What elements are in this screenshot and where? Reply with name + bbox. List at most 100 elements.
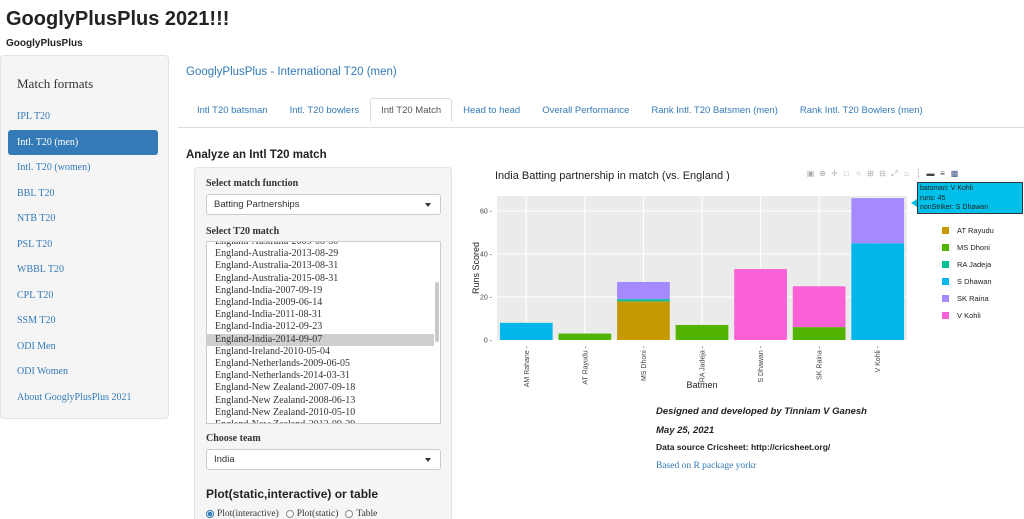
spike-lines-icon[interactable]: ┆ <box>916 169 921 178</box>
scrollbar[interactable] <box>434 242 440 424</box>
match-option[interactable]: England-New Zealand-2008-06-13 <box>215 394 356 406</box>
sidebar-item-intl-t20-women[interactable]: Intl. T20 (women) <box>17 162 91 173</box>
bar-segment[interactable] <box>499 322 553 340</box>
legend-item[interactable]: SK Raina <box>942 290 994 307</box>
radio-label: Plot(static) <box>296 509 339 519</box>
legend-swatch <box>942 278 949 285</box>
sidebar-item-odi-men[interactable]: ODI Men <box>17 340 56 352</box>
match-option[interactable]: England-Ireland-2010-05-04 <box>215 345 330 357</box>
match-option[interactable]: England-Netherlands-2014-03-31 <box>215 370 350 382</box>
tab-head-to-head[interactable]: Head to head <box>463 105 521 116</box>
legend-item[interactable]: S Dhawan <box>942 273 994 290</box>
legend-swatch <box>942 244 949 251</box>
bar-segment[interactable] <box>792 327 846 340</box>
bar-segment[interactable] <box>675 324 729 340</box>
match-select-label: Select T20 match <box>206 226 280 237</box>
bar-segment[interactable] <box>617 301 670 340</box>
radio-button[interactable] <box>345 510 354 518</box>
box-select-icon[interactable]: □ <box>844 169 849 178</box>
match-function-label: Select match function <box>206 178 299 189</box>
tab-intl-t20-match[interactable]: Intl T20 Match <box>370 98 453 122</box>
sidebar-item-wbbl-t20[interactable]: WBBL T20 <box>17 264 64 275</box>
match-option[interactable]: England-India-2007-09-19 <box>215 284 323 296</box>
match-option[interactable]: England-Australia-2009-08-30 <box>215 241 339 247</box>
match-listbox[interactable]: England-Australia-2009-08-30 England-Aust… <box>206 241 441 424</box>
legend-item[interactable]: V Kohli <box>942 307 994 324</box>
radio-table[interactable]: Table <box>345 509 377 519</box>
zoom-in-icon[interactable]: ⊞ <box>867 169 874 178</box>
match-option[interactable]: England-New Zealand-2010-05-10 <box>215 406 356 418</box>
lasso-select-icon[interactable]: ○ <box>856 169 861 178</box>
hover-closest-icon[interactable]: ▬ <box>926 169 935 178</box>
sidebar-item-intl-t20-men[interactable]: Intl. T20 (men) <box>8 129 158 155</box>
legend-swatch <box>942 261 949 268</box>
x-tick-label: RA Jadeja - <box>700 345 707 382</box>
plot-type-radio-group: Plot(interactive) Plot(static) Table <box>206 509 377 519</box>
tab-rank-intl-t20-bowlers-men[interactable]: Rank Intl. T20 Bowlers (men) <box>799 105 923 116</box>
bar-segment[interactable] <box>792 286 846 328</box>
legend-label: AT Rayudu <box>957 226 994 235</box>
team-select[interactable]: India <box>206 449 441 470</box>
pan-icon[interactable]: ✛ <box>831 169 838 178</box>
credit-date: May 25, 2021 <box>656 425 715 436</box>
sidebar-item-ntb-t20[interactable]: NTB T20 <box>17 213 56 224</box>
match-option[interactable]: England-India-2014-09-07 <box>207 333 434 346</box>
match-option[interactable]: England-India-2012-09-23 <box>215 321 323 333</box>
app-title: GooglyPlusPlus 2021!!! <box>6 8 230 30</box>
bar-segment[interactable] <box>558 333 612 340</box>
bar-segment[interactable] <box>851 198 905 244</box>
radio-plot-static[interactable]: Plot(static) <box>285 509 339 519</box>
hover-tooltip: batsman: V Kohli runs: 45 nonStriker: S … <box>917 182 1023 214</box>
bar-segment[interactable] <box>734 269 787 340</box>
radio-button[interactable] <box>285 510 294 518</box>
match-option[interactable]: England-Australia-2013-08-29 <box>215 248 339 260</box>
zoom-icon[interactable]: ⊕ <box>819 169 826 178</box>
match-option[interactable]: England-India-2009-06-14 <box>215 297 323 308</box>
camera-icon[interactable]: ▣ <box>806 169 815 178</box>
chevron-down-icon <box>425 458 431 462</box>
x-tick-label: AM Rahane - <box>524 345 531 387</box>
x-tick-label: AT Rayudu - <box>582 345 589 384</box>
scrollbar-thumb[interactable] <box>435 282 439 342</box>
match-option[interactable]: England-India-2011-08-31 <box>215 309 322 321</box>
match-option[interactable]: England-Netherlands-2009-06-05 <box>215 358 350 369</box>
sidebar-item-ssm-t20[interactable]: SSM T20 <box>17 315 56 326</box>
bar-segment[interactable] <box>617 299 670 302</box>
match-option[interactable]: England-New Zealand-2012-09-29 <box>207 419 434 423</box>
bar-segment[interactable] <box>851 243 905 340</box>
bar-segment[interactable] <box>617 281 670 300</box>
match-function-select[interactable]: Batting Partnerships <box>206 194 441 215</box>
tab-rank-intl-t20-batsmen-men[interactable]: Rank Intl. T20 Batsmen (men) <box>651 105 778 116</box>
tab-overall-performance[interactable]: Overall Performance <box>542 105 630 116</box>
legend-item[interactable]: MS Dhoni <box>942 239 994 256</box>
match-option[interactable]: England-New Zealand-2007-09-18 <box>215 382 356 394</box>
match-option[interactable]: England-Australia-2013-08-31 <box>215 260 339 272</box>
y-axis-label: Runs Scored <box>471 242 481 294</box>
radio-button[interactable] <box>206 510 214 518</box>
zoom-out-icon[interactable]: ⊟ <box>879 169 886 178</box>
legend-item[interactable]: RA Jadeja <box>942 256 994 273</box>
sidebar-item-bbl-t20[interactable]: BBL T20 <box>17 187 55 199</box>
autoscale-icon[interactable]: ⤢ <box>891 169 898 178</box>
chevron-down-icon <box>425 203 431 207</box>
tab-intl-t20-bowlers[interactable]: Intl. T20 bowlers <box>289 105 360 116</box>
chart[interactable]: 0 - 20 - 40 - 60 - AM Rahane - AT Rayudu - MS … <box>470 186 920 396</box>
plotly-logo-icon[interactable]: ▩ <box>950 169 959 178</box>
legend-item[interactable]: AT Rayudu <box>942 222 994 239</box>
match-option[interactable]: England-Australia-2015-08-31 <box>215 272 339 284</box>
sidebar-item-cpl-t20[interactable]: CPL T20 <box>17 289 54 301</box>
reset-axes-icon[interactable]: ⌂ <box>904 169 909 178</box>
yorkr-link[interactable]: Based on R package yorkr <box>656 461 757 471</box>
radio-plot-interactive[interactable]: Plot(interactive) <box>206 509 279 519</box>
chart-title: India Batting partnership in match (vs. … <box>495 170 730 182</box>
sidebar-nav: IPL T20 Intl. T20 (men) Intl. T20 (women) B… <box>8 104 158 410</box>
sidebar-item-about-googlyplusplus-2021[interactable]: About GooglyPlusPlus 2021 <box>17 391 132 403</box>
sidebar-item-psl-t20[interactable]: PSL T20 <box>17 238 53 250</box>
x-axis-label: Batmen <box>686 380 717 390</box>
legend-swatch <box>942 227 949 234</box>
section-title: Analyze an Intl T20 match <box>186 149 327 161</box>
tab-intl-t20-batsman[interactable]: Intl T20 batsman <box>197 105 268 116</box>
sidebar-item-odi-women[interactable]: ODI Women <box>17 366 68 377</box>
hover-compare-icon[interactable]: ≡ <box>940 169 945 178</box>
sidebar-item-ipl-t20[interactable]: IPL T20 <box>17 111 51 122</box>
